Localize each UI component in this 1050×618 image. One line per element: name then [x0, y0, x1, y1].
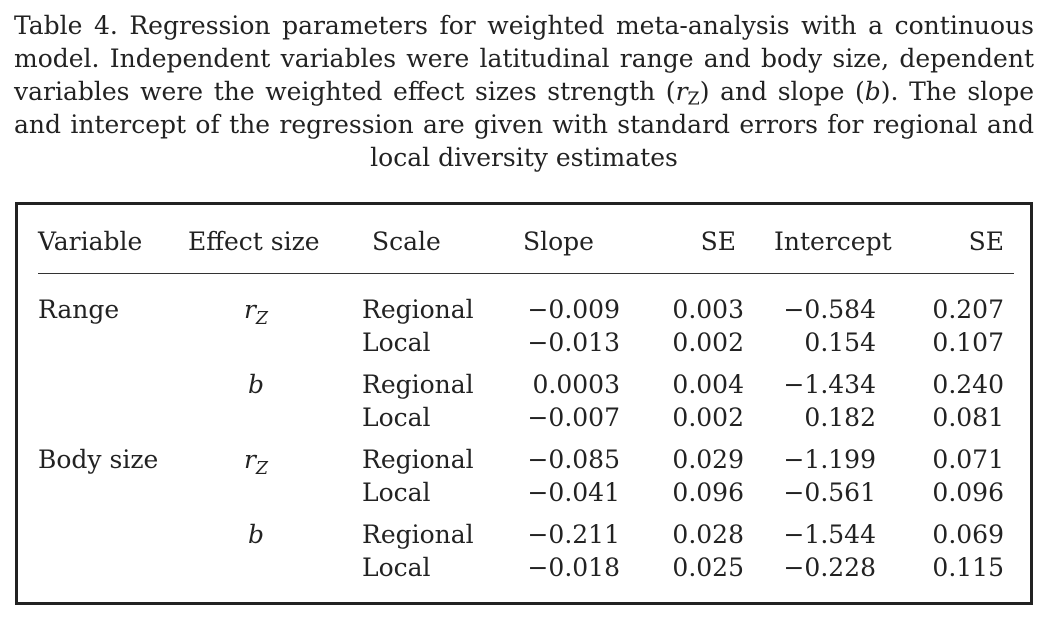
cell-slope-se: 0.004 [672, 370, 744, 399]
cell-scale: Regional [362, 370, 474, 399]
effect-symbol: r [243, 295, 256, 324]
cell-effect-size: rZ [236, 295, 276, 328]
cell-scale: Local [362, 553, 431, 582]
cell-intercept-se: 0.096 [932, 478, 1004, 507]
effect-symbol: r [243, 445, 256, 474]
cell-slope: −0.009 [527, 295, 620, 324]
cell-variable: Body size [38, 445, 159, 474]
header-intercept: Intercept [774, 227, 892, 256]
effect-subscript: Z [255, 309, 269, 330]
cell-variable: Range [38, 295, 120, 324]
effect-symbol: b [247, 520, 264, 549]
caption-lead: Table 4. Regression parameters for weigh… [14, 11, 1034, 106]
cell-intercept: −1.544 [783, 520, 876, 549]
cell-slope-se: 0.002 [672, 403, 744, 432]
cell-slope-se: 0.029 [672, 445, 744, 474]
cell-intercept-se: 0.115 [932, 553, 1004, 582]
header-effect-size: Effect size [188, 227, 320, 256]
cell-scale: Local [362, 478, 431, 507]
cell-scale: Regional [362, 295, 474, 324]
cell-intercept: 0.182 [804, 403, 876, 432]
cell-effect-size: rZ [236, 445, 276, 478]
caption-r-symbol: r [675, 77, 688, 106]
caption-r-subscript: Z [687, 89, 700, 110]
cell-slope: −0.007 [527, 403, 620, 432]
header-variable: Variable [38, 227, 143, 256]
cell-intercept: 0.154 [804, 328, 876, 357]
table-caption: Table 4. Regression parameters for weigh… [14, 9, 1034, 174]
cell-intercept-se: 0.069 [932, 520, 1004, 549]
cell-intercept: −1.199 [783, 445, 876, 474]
effect-subscript: Z [255, 459, 269, 480]
cell-slope: −0.018 [527, 553, 620, 582]
cell-scale: Local [362, 403, 431, 432]
cell-intercept-se: 0.107 [932, 328, 1004, 357]
cell-scale: Regional [362, 445, 474, 474]
cell-intercept-se: 0.071 [932, 445, 1004, 474]
cell-slope: −0.041 [527, 478, 620, 507]
cell-effect-size: b [236, 520, 276, 550]
cell-slope-se: 0.002 [672, 328, 744, 357]
cell-scale: Regional [362, 520, 474, 549]
regression-table: Variable Effect size Scale Slope SE Inte… [15, 202, 1033, 605]
cell-intercept-se: 0.207 [932, 295, 1004, 324]
caption-tail: ). The slope and intercept of the regres… [14, 77, 1034, 172]
cell-intercept: −0.584 [783, 295, 876, 324]
cell-effect-size: b [236, 370, 276, 400]
caption-middle: ) and slope ( [699, 77, 865, 106]
cell-slope: −0.085 [527, 445, 620, 474]
header-scale: Scale [372, 227, 441, 256]
cell-intercept: −0.228 [783, 553, 876, 582]
cell-slope: −0.211 [527, 520, 620, 549]
cell-slope-se: 0.003 [672, 295, 744, 324]
header-divider [38, 273, 1014, 274]
header-slope-se: SE [700, 227, 736, 256]
effect-symbol: b [247, 370, 264, 399]
header-slope: Slope [523, 227, 594, 256]
cell-intercept: −0.561 [783, 478, 876, 507]
header-intercept-se: SE [968, 227, 1004, 256]
cell-slope: 0.0003 [532, 370, 620, 399]
cell-intercept: −1.434 [783, 370, 876, 399]
cell-slope-se: 0.096 [672, 478, 744, 507]
cell-intercept-se: 0.240 [932, 370, 1004, 399]
cell-slope: −0.013 [527, 328, 620, 357]
caption-b-symbol: b [864, 77, 881, 106]
cell-scale: Local [362, 328, 431, 357]
cell-slope-se: 0.028 [672, 520, 744, 549]
cell-intercept-se: 0.081 [932, 403, 1004, 432]
cell-slope-se: 0.025 [672, 553, 744, 582]
